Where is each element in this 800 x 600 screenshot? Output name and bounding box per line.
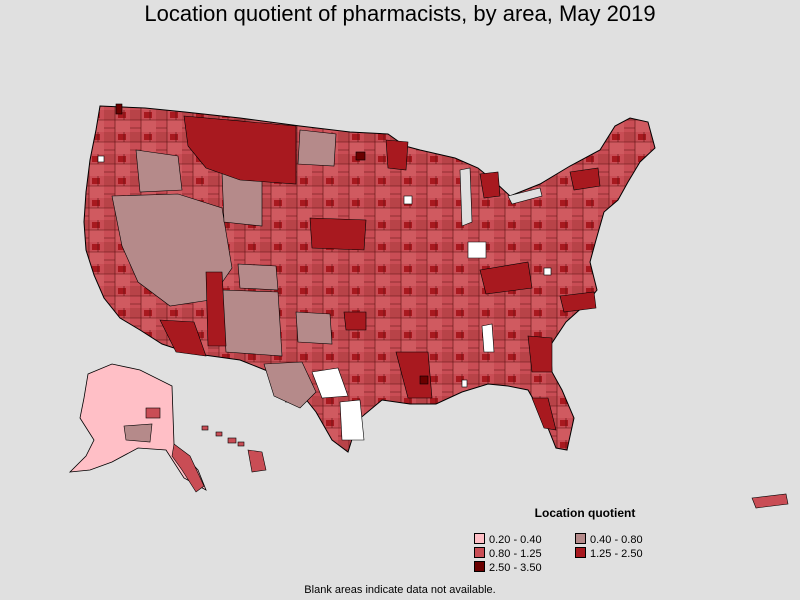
region-new-mexico — [221, 289, 283, 357]
region-florida-west — [531, 397, 557, 431]
no-data-tennessee — [543, 267, 552, 276]
legend-title: Location quotient — [534, 506, 636, 520]
map-title: Location quotient of pharmacists, by are… — [144, 1, 656, 26]
region-north-carolina — [559, 291, 597, 313]
region-michigan — [479, 171, 501, 199]
legend-swatch — [474, 547, 485, 558]
legend-swatch — [474, 533, 485, 544]
lake-michigan — [459, 167, 473, 227]
no-data-louisiana — [461, 379, 468, 388]
region-west-texas — [263, 361, 317, 409]
legend-label: 0.80 - 1.25 — [489, 548, 542, 560]
legend-item-2: 0.80 - 1.25 — [474, 547, 542, 560]
legend-swatch — [575, 547, 586, 558]
region-north-dakota — [297, 129, 337, 167]
region-minnesota-north — [385, 139, 409, 171]
alaska-region-southeast — [123, 423, 153, 443]
no-data-alabama — [481, 323, 495, 353]
legend-item-3: 1.25 - 2.50 — [575, 547, 643, 560]
footnote: Blank areas indicate data not available. — [304, 584, 496, 596]
no-data-texas-south — [339, 399, 365, 441]
alaska-panhandle — [171, 443, 205, 493]
legend-item-1: 0.40 - 0.80 — [575, 533, 643, 546]
region-nebraska — [309, 217, 367, 251]
region-georgia — [527, 335, 553, 373]
legend-label: 1.25 - 2.50 — [590, 548, 643, 560]
region-washington-highest — [115, 103, 123, 115]
region-oklahoma — [343, 311, 367, 331]
no-data-minnesota — [403, 195, 413, 205]
hawaii — [201, 425, 267, 473]
legend-swatch — [474, 561, 485, 572]
legend-swatch — [575, 533, 586, 544]
region-arizona-east — [205, 271, 227, 347]
legend-item-0: 0.20 - 0.40 — [474, 533, 542, 546]
region-oregon-east — [135, 149, 183, 193]
region-upstate-new-york — [569, 167, 601, 191]
no-data-oregon — [97, 155, 105, 163]
legend-item-4: 2.50 - 3.50 — [474, 561, 542, 574]
region-texas-central — [295, 311, 333, 345]
no-data-texas-west — [311, 367, 349, 399]
region-montana — [183, 115, 297, 185]
region-arizona-west — [159, 319, 207, 357]
region-kentucky — [479, 261, 533, 295]
legend-label: 0.40 - 0.80 — [590, 534, 643, 546]
region-colorado-south — [237, 263, 279, 291]
no-data-indiana — [467, 241, 487, 259]
lake-erie — [507, 187, 543, 205]
region-louisiana-highest — [419, 375, 429, 385]
region-mississippi-delta — [395, 351, 433, 399]
region-dakota-highest — [355, 151, 366, 161]
legend-label: 0.20 - 0.40 — [489, 534, 542, 546]
legend-label: 2.50 - 3.50 — [489, 562, 542, 574]
puerto-rico — [751, 493, 789, 509]
alaska-region-kenai — [145, 407, 161, 419]
